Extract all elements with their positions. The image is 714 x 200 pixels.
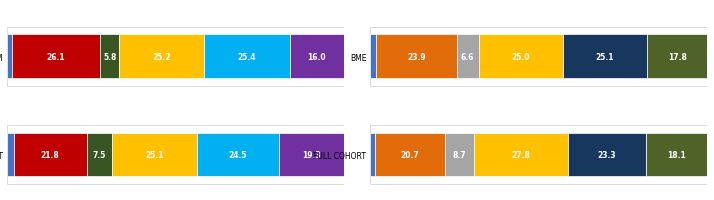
Bar [204, 35, 290, 78]
Bar [445, 133, 474, 176]
Bar [196, 133, 279, 176]
Bar [456, 35, 479, 78]
Text: 25.1: 25.1 [145, 150, 164, 159]
Bar [7, 133, 14, 176]
Bar [7, 125, 343, 184]
Bar [112, 133, 196, 176]
Text: 6.6: 6.6 [461, 52, 474, 61]
Text: 8.7: 8.7 [453, 150, 466, 159]
Bar [371, 133, 375, 176]
Text: 26.1: 26.1 [47, 52, 66, 61]
Bar [648, 35, 707, 78]
Bar [100, 35, 119, 78]
Text: 25.1: 25.1 [596, 52, 614, 61]
Bar [7, 35, 12, 78]
Bar [87, 133, 112, 176]
Bar [290, 35, 343, 78]
Text: 27.8: 27.8 [511, 150, 531, 159]
Bar [371, 27, 707, 86]
Text: 19.3: 19.3 [302, 150, 321, 159]
Text: 17.8: 17.8 [668, 52, 687, 61]
Text: 25.2: 25.2 [153, 52, 171, 61]
Bar [376, 35, 456, 78]
Bar [119, 35, 204, 78]
Bar [563, 35, 648, 78]
Text: 24.5: 24.5 [228, 150, 247, 159]
Bar [12, 35, 100, 78]
Bar [375, 133, 445, 176]
Bar [371, 35, 376, 78]
Text: 7.5: 7.5 [93, 150, 106, 159]
Text: 23.3: 23.3 [598, 150, 616, 159]
Text: 20.7: 20.7 [401, 150, 419, 159]
Text: 25.0: 25.0 [511, 52, 530, 61]
Text: 5.8: 5.8 [103, 52, 116, 61]
Bar [371, 125, 707, 184]
Bar [7, 27, 343, 86]
Bar [568, 133, 646, 176]
Bar [474, 133, 568, 176]
Text: 23.9: 23.9 [407, 52, 426, 61]
Text: 16.0: 16.0 [307, 52, 326, 61]
Bar [279, 133, 344, 176]
Text: 18.1: 18.1 [667, 150, 685, 159]
Bar [646, 133, 707, 176]
Text: 21.8: 21.8 [41, 150, 59, 159]
Bar [14, 133, 87, 176]
Text: 25.4: 25.4 [238, 52, 256, 61]
Bar [479, 35, 563, 78]
